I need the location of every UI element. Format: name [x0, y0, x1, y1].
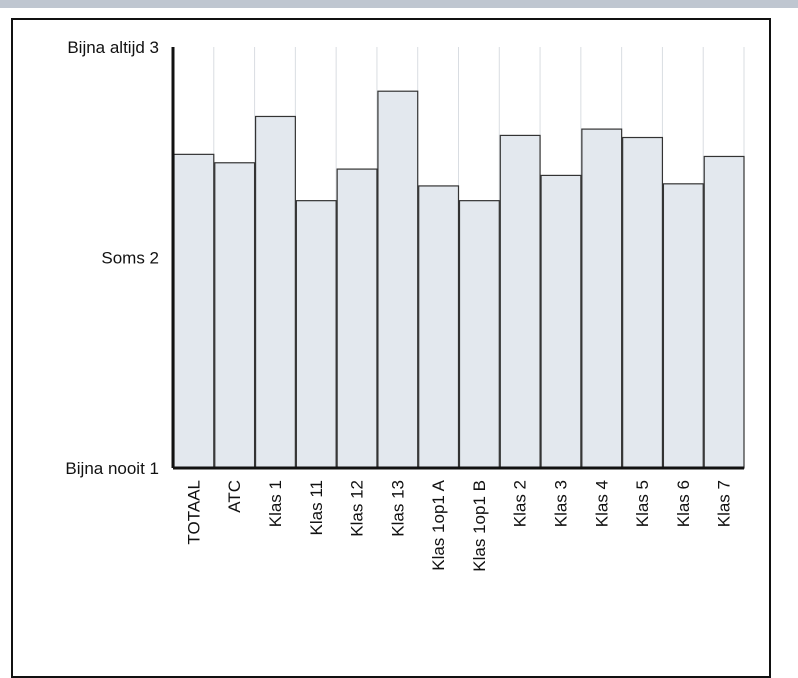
x-tick-label: ATC	[225, 480, 244, 513]
bar-atc	[214, 162, 256, 469]
x-tick-label: Klas 12	[348, 480, 367, 537]
bar-totaal	[173, 153, 215, 469]
x-tick-label: Klas 13	[388, 480, 407, 537]
y-tick-label: Bijna altijd 3	[67, 38, 159, 57]
top-rule	[0, 0, 798, 8]
y-tick-label: Soms 2	[101, 249, 159, 268]
x-tick-label: Klas 11	[307, 480, 326, 535]
bar-klas-1op1-a	[418, 185, 460, 469]
y-tick-labels: Bijna nooit 1 Soms 2 Bijna altijd 3	[65, 38, 159, 478]
bar-klas-7	[703, 155, 745, 469]
x-tick-label: Klas 1op1 B	[470, 480, 489, 572]
bar-klas-5	[622, 136, 664, 469]
x-tick-label: Klas 1op1 A	[429, 479, 448, 570]
x-tick-label: Klas 6	[674, 480, 693, 527]
y-tick-label: Bijna nooit 1	[65, 459, 159, 478]
bar-klas-4	[581, 128, 623, 469]
bar-klas-13	[377, 90, 419, 469]
bar-klas-1	[254, 115, 296, 469]
axes	[171, 47, 744, 470]
bar-klas-3	[540, 174, 582, 469]
bar-klas-1op1-b	[458, 200, 500, 469]
x-tick-label: Klas 5	[633, 480, 652, 527]
x-tick-labels: TOTAAL ATC Klas 1 Klas 11 Klas 12 Klas 13 Klas…	[184, 479, 733, 571]
x-tick-label: TOTAAL	[184, 480, 203, 545]
bar-klas-11	[295, 200, 337, 469]
bar-chart: Bijna nooit 1 Soms 2 Bijna altijd 3 TOTAAL…	[65, 38, 745, 572]
bar-klas-12	[336, 168, 378, 469]
x-tick-label: Klas 1	[266, 480, 285, 527]
x-tick-label: Klas 2	[511, 480, 530, 527]
x-tick-label: Klas 4	[592, 480, 611, 527]
x-tick-label: Klas 7	[715, 480, 734, 527]
bar-klas-6	[662, 183, 704, 469]
x-tick-label: Klas 3	[551, 480, 570, 527]
bar-klas-2	[499, 134, 541, 469]
